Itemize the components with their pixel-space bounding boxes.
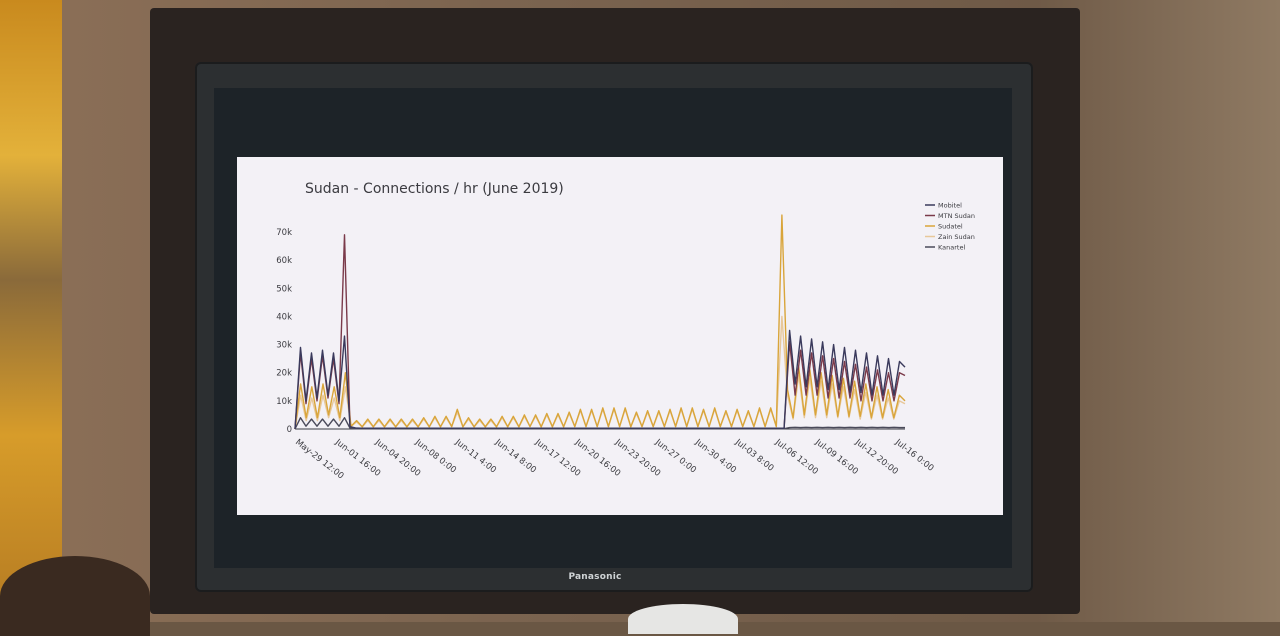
- x-tick-label: Jul-03 8:00: [732, 437, 775, 474]
- x-tick-label: Jul-09 16:00: [812, 437, 859, 477]
- legend-label: Sudatel: [938, 223, 963, 231]
- y-tick-label: 50k: [276, 284, 292, 294]
- tv-brand-logo: Panasonic: [568, 572, 622, 582]
- y-tick-label: 70k: [276, 228, 292, 238]
- chart-title: Sudan - Connections / hr (June 2019): [305, 181, 564, 197]
- x-tick-label: Jun-14 8:00: [492, 437, 538, 476]
- y-tick-label: 60k: [276, 256, 292, 266]
- x-tick-label: Jun-11 4:00: [452, 437, 498, 476]
- x-tick-label: Jul-06 12:00: [772, 437, 819, 477]
- legend-label: Mobitel: [938, 202, 962, 210]
- series-lines: [294, 214, 906, 430]
- chart-legend: Mobitel MTN Sudan Sudatel Zain Sudan Kanarte…: [925, 202, 975, 252]
- legend-label: Zain Sudan: [938, 233, 975, 241]
- series-line-mobitel: [294, 329, 906, 430]
- y-tick-label: 0: [287, 425, 292, 435]
- series-line-sudatel: [294, 214, 906, 430]
- y-tick-label: 30k: [276, 341, 292, 351]
- line-chart: Sudan - Connections / hr (June 2019) 0 10…: [276, 181, 975, 481]
- y-axis: 0 10k 20k 30k 40k 50k 60k 70k: [276, 228, 292, 435]
- y-tick-label: 40k: [276, 312, 292, 322]
- x-tick-label: Jul-12 20:00: [852, 437, 899, 477]
- legend-label: MTN Sudan: [938, 212, 975, 220]
- legend-label: Kanartel: [938, 244, 965, 252]
- audience-head: [628, 604, 738, 634]
- y-tick-label: 10k: [276, 397, 292, 407]
- audience-head: [0, 556, 150, 636]
- x-tick-label: Jun-30 4:00: [692, 437, 738, 476]
- presentation-slide: Sudan - Connections / hr (June 2019) 0 10…: [237, 157, 1003, 515]
- y-tick-label: 20k: [276, 369, 292, 379]
- wall-artwork: [0, 0, 62, 622]
